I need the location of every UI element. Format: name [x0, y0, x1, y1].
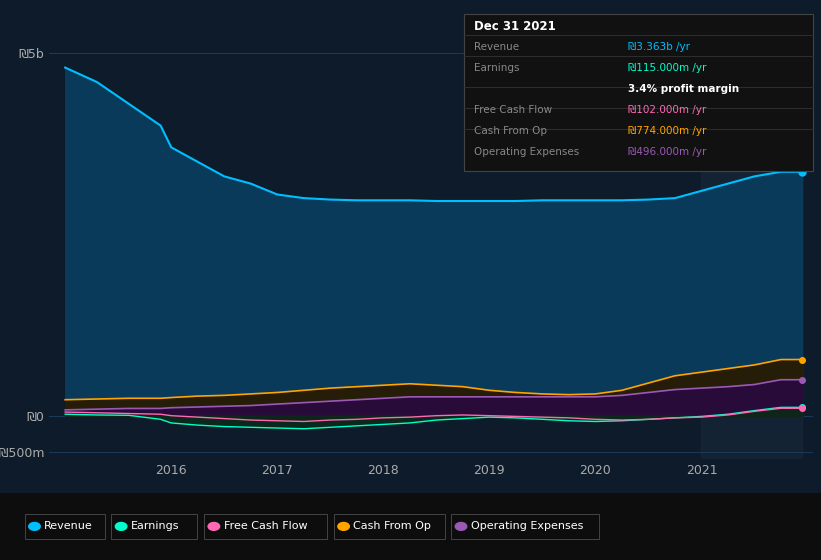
- Text: Free Cash Flow: Free Cash Flow: [224, 521, 307, 531]
- Text: Operating Expenses: Operating Expenses: [474, 147, 579, 157]
- Text: Operating Expenses: Operating Expenses: [471, 521, 583, 531]
- Text: ₪496.000m /yr: ₪496.000m /yr: [628, 147, 706, 157]
- Bar: [701, 17, 802, 459]
- Text: Revenue: Revenue: [44, 521, 93, 531]
- Text: ₪3.363b /yr: ₪3.363b /yr: [628, 43, 690, 53]
- Text: ₪774.000m /yr: ₪774.000m /yr: [628, 126, 706, 136]
- Text: Revenue: Revenue: [474, 43, 519, 53]
- Text: 3.4% profit margin: 3.4% profit margin: [628, 84, 739, 94]
- Text: Cash From Op: Cash From Op: [354, 521, 431, 531]
- Text: Free Cash Flow: Free Cash Flow: [474, 105, 552, 115]
- Text: Cash From Op: Cash From Op: [474, 126, 547, 136]
- Text: Earnings: Earnings: [474, 63, 519, 73]
- Text: Earnings: Earnings: [131, 521, 180, 531]
- Text: ₪115.000m /yr: ₪115.000m /yr: [628, 63, 706, 73]
- Text: Dec 31 2021: Dec 31 2021: [474, 20, 556, 33]
- Text: ₪102.000m /yr: ₪102.000m /yr: [628, 105, 706, 115]
